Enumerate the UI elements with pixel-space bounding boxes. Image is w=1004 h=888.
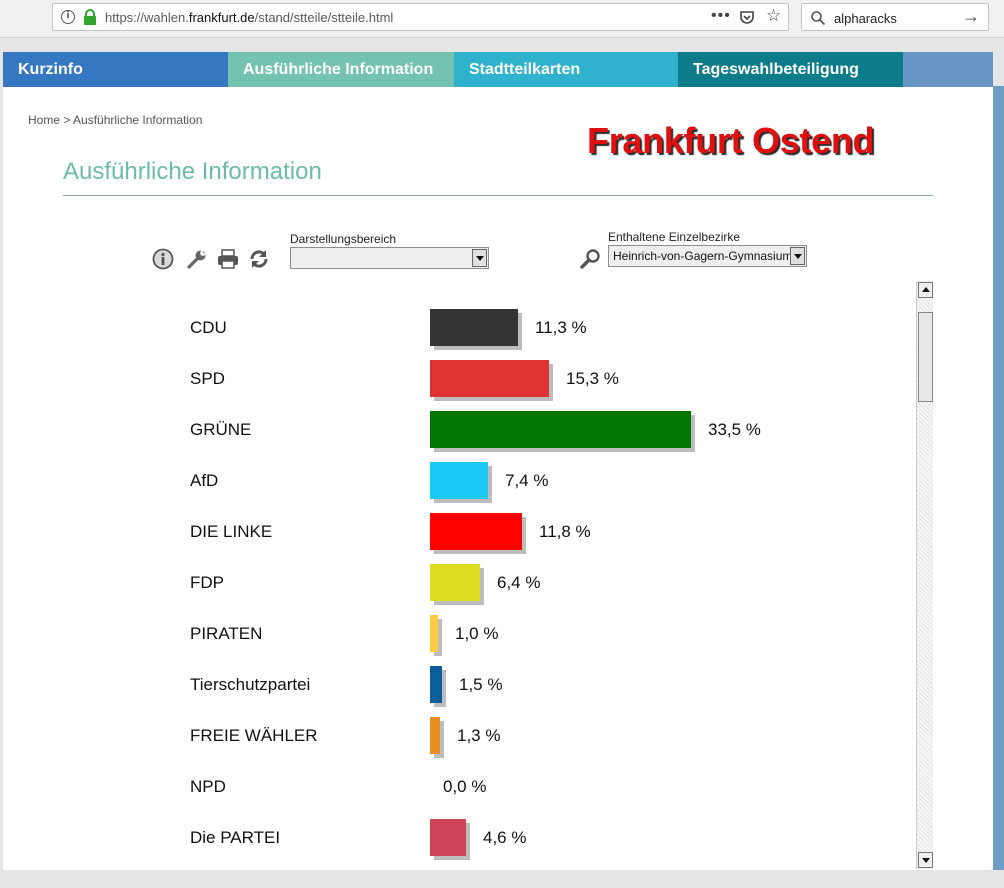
chevron-down-icon[interactable] — [472, 249, 487, 267]
party-name: Die PARTEI — [190, 828, 281, 847]
scroll-down-arrow-icon[interactable] — [918, 852, 933, 868]
nav-tab-kurzinfo[interactable]: Kurzinfo — [3, 52, 228, 87]
result-bar[interactable] — [430, 309, 518, 346]
chart-scrollbar[interactable] — [916, 281, 933, 869]
address-bar[interactable]: i https://wahlen.frankfurt.de/stand/stte… — [52, 3, 789, 31]
party-name: FREIE WÄHLER — [190, 726, 318, 745]
party-name: NPD — [190, 777, 226, 796]
url-domain: frankfurt.de — [188, 10, 255, 25]
bar-value-label: 15,3 % — [566, 369, 619, 388]
result-bar[interactable] — [430, 411, 691, 448]
district-label: Enthaltene Einzelbezirke — [608, 230, 741, 244]
party-name: Tierschutzpartei — [190, 675, 311, 694]
party-name: DIE LINKE — [190, 522, 273, 541]
printer-icon[interactable] — [217, 248, 239, 270]
result-bar[interactable] — [430, 615, 438, 652]
bar-value-label: 4,6 % — [483, 828, 527, 847]
bar-value-label: 1,3 % — [457, 726, 501, 745]
district-select-value: Heinrich-von-Gagern-Gymnasium — [613, 249, 793, 263]
page-title: Ausführliche Information — [63, 158, 322, 185]
search-icon — [811, 11, 826, 26]
range-label: Darstellungsbereich — [290, 232, 397, 246]
title-divider — [63, 195, 933, 196]
result-bar[interactable] — [430, 819, 466, 856]
district-select[interactable]: Heinrich-von-Gagern-Gymnasium — [608, 245, 807, 267]
party-name: AfD — [190, 471, 219, 490]
bar-value-label: 33,5 % — [708, 420, 761, 439]
scroll-up-arrow-icon[interactable] — [918, 282, 933, 298]
result-bar[interactable] — [430, 564, 480, 601]
refresh-icon[interactable] — [248, 248, 270, 270]
bar-value-label: 1,5 % — [459, 675, 503, 694]
party-name: SPD — [190, 369, 225, 388]
nav-tab-ausfuehrliche-information[interactable]: Ausführliche Information — [228, 52, 454, 87]
url-text[interactable]: https://wahlen.frankfurt.de/stand/stteil… — [105, 10, 393, 25]
magnifier-icon[interactable] — [579, 248, 601, 270]
party-name: FDP — [190, 573, 224, 592]
range-select[interactable] — [290, 247, 489, 269]
bar-shadow — [434, 619, 442, 656]
info-icon[interactable] — [152, 248, 174, 270]
nav-tab-tageswahlbeteiligung[interactable]: Tageswahlbeteiligung — [678, 52, 903, 87]
party-name: CDU — [190, 318, 227, 337]
web-page: Kurzinfo Ausführliche Information Stadtt… — [3, 52, 993, 870]
search-value[interactable]: alpharacks — [834, 11, 897, 26]
page-actions-icon[interactable]: ••• — [711, 7, 731, 24]
url-prefix: https://wahlen. — [105, 10, 189, 25]
bar-value-label: 11,3 % — [535, 318, 587, 337]
result-bar[interactable] — [430, 717, 440, 754]
breadcrumb[interactable]: Home > Ausführliche Information — [28, 113, 203, 127]
bar-value-label: 7,4 % — [505, 471, 549, 490]
pocket-icon[interactable] — [739, 9, 755, 25]
result-bar[interactable] — [430, 513, 522, 550]
wrench-icon[interactable] — [186, 248, 208, 270]
search-go-arrow-icon[interactable]: → — [962, 6, 980, 26]
main-navigation: Kurzinfo Ausführliche Information Stadtt… — [3, 52, 993, 87]
bar-value-label: 11,8 % — [539, 522, 591, 541]
nav-tab-stadtteilkarten[interactable]: Stadtteilkarten — [454, 52, 678, 87]
chevron-down-icon[interactable] — [790, 247, 805, 265]
nav-filler — [903, 52, 993, 87]
bookmark-star-icon[interactable]: ☆ — [766, 6, 782, 25]
result-bar[interactable] — [430, 666, 442, 703]
bar-value-label: 1,0 % — [455, 624, 499, 643]
party-name: PIRATEN — [190, 624, 263, 643]
results-bar-chart: CDU 11,3 % SPD 15,3 % GRÜNE 33,5 % AfD 7,4 % DIE… — [3, 292, 915, 870]
page-bottom-strip — [0, 870, 1004, 888]
url-path: /stand/stteile/stteile.html — [254, 10, 394, 25]
browser-search-field[interactable]: alpharacks → — [801, 3, 989, 31]
party-name: GRÜNE — [190, 420, 252, 439]
scroll-thumb[interactable] — [918, 312, 933, 402]
result-bar[interactable] — [430, 462, 488, 499]
district-title: Frankfurt Ostend — [587, 120, 875, 161]
page-side-strip — [993, 86, 1004, 870]
result-bar[interactable] — [430, 360, 549, 397]
info-icon[interactable]: i — [61, 10, 75, 24]
lock-icon — [84, 9, 96, 25]
bar-value-label: 6,4 % — [497, 573, 541, 592]
bar-value-label: 0,0 % — [443, 777, 487, 796]
browser-toolbar: i https://wahlen.frankfurt.de/stand/stte… — [0, 0, 1004, 38]
